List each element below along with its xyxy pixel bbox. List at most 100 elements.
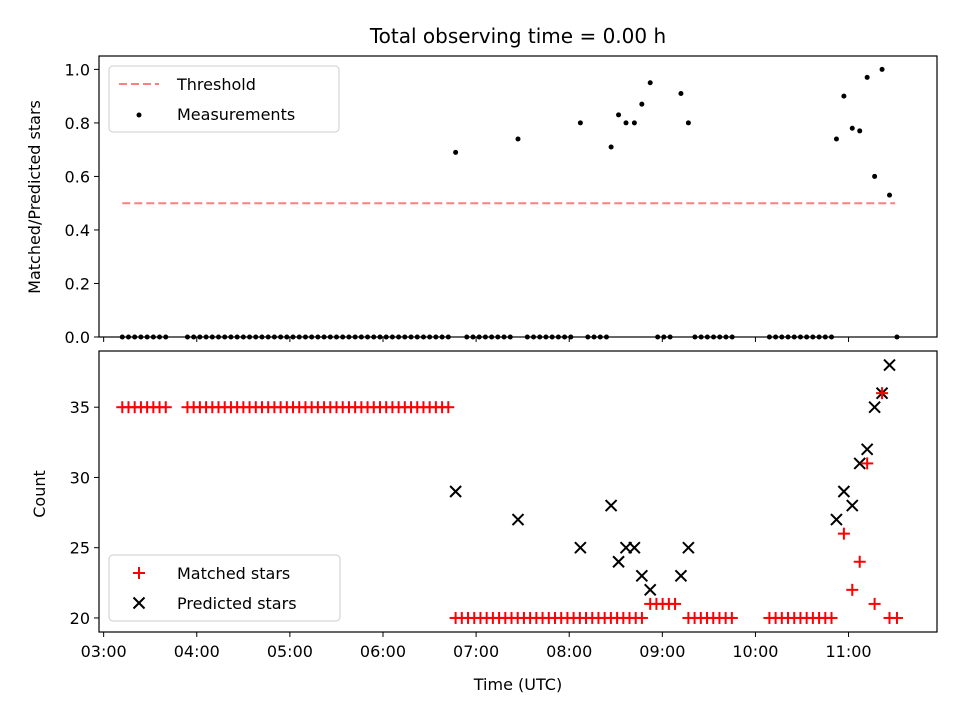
- cross-b: [674, 569, 688, 583]
- legend-matched-swatch: [133, 567, 145, 579]
- y-tick-label: 1.0: [65, 60, 90, 79]
- predicted-star-point: [830, 513, 843, 526]
- x-tick-label: 04:00: [174, 642, 220, 661]
- y-tick-label: 0.8: [65, 114, 90, 133]
- cross-b: [449, 485, 462, 498]
- cross-b: [830, 513, 843, 526]
- legend-matched-label: Matched stars: [177, 564, 290, 583]
- chart-title: Total observing time = 0.00 h: [369, 24, 666, 48]
- cross-b: [853, 457, 866, 470]
- count-legend: Matched stars Predicted stars: [108, 554, 341, 622]
- count-x-ticks: 03:00 04:00 05:00 06:00 07:00 08:00 09:00 10:00…: [81, 632, 872, 661]
- predicted-star-point: [682, 541, 695, 554]
- matched-star-point: [846, 583, 859, 596]
- ratio-panel: 0.0 0.2 0.4 0.6 0.8 1.0 Matched/Predicted sta…: [25, 55, 938, 347]
- y-tick-label: 0.6: [65, 167, 90, 186]
- cross-b: [628, 541, 641, 554]
- measurement-point: [577, 120, 583, 126]
- measurement-point: [678, 90, 684, 96]
- matched-star-point: [837, 527, 850, 540]
- cross-b: [644, 583, 657, 597]
- x-tick-label: 09:00: [639, 642, 685, 661]
- measurement-point: [515, 136, 521, 142]
- ratio-y-axis-label: Matched/Predicted stars: [25, 100, 44, 294]
- ratio-x-ticks: [103, 337, 850, 342]
- predicted-star-point: [868, 400, 881, 414]
- legend-predicted-label: Predicted stars: [177, 594, 297, 613]
- measurement-point: [833, 136, 839, 142]
- measurement-point: [647, 80, 653, 86]
- cross-b: [604, 499, 618, 512]
- matched-star-point: [669, 597, 682, 610]
- ratio-y-ticks: 0.0 0.2 0.4 0.6 0.8 1.0: [65, 60, 99, 347]
- y-tick-label: 0.4: [65, 221, 90, 240]
- legend-predicted-swatch: [132, 596, 146, 610]
- y-tick-label: 20: [70, 609, 90, 628]
- x-axis-label: Time (UTC): [473, 675, 562, 694]
- predicted-star-point: [612, 555, 625, 568]
- count-legend-box: [108, 554, 341, 622]
- legend-measurements-label: Measurements: [177, 105, 295, 124]
- count-y-axis-label: Count: [30, 470, 49, 518]
- predicted-star-point: [846, 499, 859, 512]
- cross-b: [883, 358, 896, 372]
- measurement-point: [872, 173, 878, 179]
- cross-b: [132, 596, 146, 610]
- predicted-star-point: [604, 499, 618, 512]
- predicted-star-point: [853, 457, 866, 470]
- predicted-star-point: [644, 583, 657, 597]
- y-tick-label: 0.2: [65, 274, 90, 293]
- predicted-star-point: [511, 513, 525, 526]
- measurement-point: [887, 192, 893, 198]
- y-tick-label: 30: [70, 468, 90, 487]
- measurement-point: [849, 125, 855, 131]
- x-tick-label: 11:00: [825, 642, 871, 661]
- matched-star-point: [868, 597, 881, 610]
- legend-measurements-swatch: [136, 112, 142, 118]
- predicted-star-point: [635, 569, 649, 583]
- x-tick-label: 10:00: [732, 642, 778, 661]
- legend-threshold-label: Threshold: [176, 75, 256, 94]
- measurement-point: [841, 93, 847, 99]
- cross-b: [837, 485, 851, 498]
- predicted-star-point: [860, 443, 874, 456]
- count-panel-frame: [98, 350, 938, 633]
- cross-b: [612, 555, 625, 568]
- matched-star-point: [861, 457, 874, 470]
- count-y-ticks: 20 25 30 35: [70, 398, 99, 628]
- matched-star-point: [890, 611, 903, 624]
- x-tick-label: 05:00: [267, 642, 313, 661]
- cross-b: [846, 499, 859, 512]
- ratio-panel-frame: [98, 55, 938, 338]
- matched-star-point: [635, 611, 648, 624]
- x-tick-label: 03:00: [81, 642, 127, 661]
- ratio-legend-box: [108, 65, 340, 133]
- x-tick-label: 08:00: [546, 642, 592, 661]
- cross-b: [860, 443, 874, 456]
- cross-b: [868, 400, 881, 414]
- ratio-legend: Threshold Measurements: [108, 65, 340, 133]
- count-plot-area: [116, 358, 903, 624]
- predicted-star-point: [628, 541, 641, 554]
- cross-b: [574, 541, 587, 554]
- predicted-star-point: [883, 358, 896, 372]
- measurement-point: [453, 149, 459, 155]
- matched-star-point: [853, 555, 866, 568]
- x-tick-label: 07:00: [453, 642, 499, 661]
- matched-star-point: [825, 611, 838, 624]
- measurement-point: [864, 74, 870, 80]
- measurement-point: [623, 120, 629, 126]
- matched-star-point: [442, 401, 455, 414]
- measurement-point: [608, 144, 614, 150]
- matched-star-point: [876, 387, 889, 400]
- measurement-point: [857, 128, 863, 134]
- y-tick-label: 25: [70, 539, 90, 558]
- y-tick-label: 0.0: [65, 328, 90, 347]
- measurement-point: [879, 66, 885, 72]
- predicted-star-point: [574, 541, 587, 554]
- cross-b: [635, 569, 649, 583]
- matched-star-point: [159, 401, 172, 414]
- matched-star-point: [725, 611, 738, 624]
